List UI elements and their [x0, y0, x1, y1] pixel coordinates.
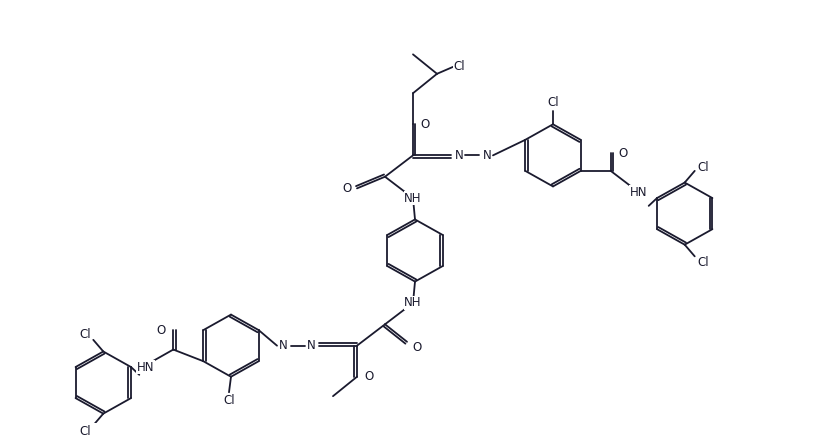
- Text: N: N: [278, 339, 287, 352]
- Text: O: O: [342, 182, 351, 195]
- Text: Cl: Cl: [223, 394, 235, 406]
- Text: Cl: Cl: [696, 160, 708, 174]
- Text: N: N: [482, 149, 491, 162]
- Text: NH: NH: [404, 191, 421, 204]
- Text: Cl: Cl: [696, 255, 708, 269]
- Text: O: O: [412, 341, 421, 354]
- Text: O: O: [156, 324, 166, 337]
- Text: HN: HN: [136, 361, 154, 374]
- Text: Cl: Cl: [547, 96, 558, 109]
- Text: HN: HN: [630, 186, 647, 199]
- Text: Cl: Cl: [79, 425, 91, 436]
- Text: NH: NH: [404, 296, 421, 310]
- Text: Cl: Cl: [79, 327, 91, 341]
- Text: N: N: [454, 149, 463, 162]
- Text: O: O: [364, 370, 373, 383]
- Text: Cl: Cl: [452, 60, 464, 72]
- Text: O: O: [617, 147, 627, 160]
- Text: N: N: [306, 339, 315, 352]
- Text: O: O: [420, 118, 429, 131]
